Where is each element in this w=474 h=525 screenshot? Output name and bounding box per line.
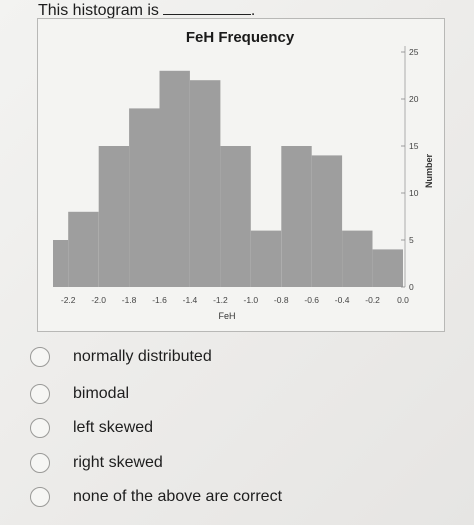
x-tick-label: -2.2 xyxy=(61,295,76,305)
radio-button[interactable] xyxy=(30,487,50,507)
question-suffix: . xyxy=(250,2,256,19)
x-tick-label: 0.0 xyxy=(397,295,409,305)
x-tick-label: -0.4 xyxy=(335,295,350,305)
chart-title: FeH Frequency xyxy=(186,29,295,46)
histogram-bar xyxy=(220,146,251,287)
histogram-bar xyxy=(281,146,312,287)
y-tick-label: 5 xyxy=(409,235,414,245)
histogram-chart: FeH Frequency -2.2 -2.0 -1.8 -1.6 -1.4 -1.2 -1… xyxy=(37,18,445,332)
option-none-correct[interactable]: none of the above are correct xyxy=(30,483,282,511)
radio-button[interactable] xyxy=(30,384,50,404)
histogram-bar xyxy=(129,108,160,288)
y-tick-label: 15 xyxy=(409,141,419,151)
x-tick-label: -1.2 xyxy=(213,295,228,305)
radio-button[interactable] xyxy=(30,453,50,473)
y-tick-label: 10 xyxy=(409,188,419,198)
y-tick-label: 0 xyxy=(409,282,414,292)
radio-button[interactable] xyxy=(30,418,50,438)
option-left-skewed[interactable]: left skewed xyxy=(30,414,153,442)
y-axis-label: Number xyxy=(424,154,434,189)
answer-blank xyxy=(162,0,251,15)
option-label: normally distributed xyxy=(73,348,212,365)
option-label: right skewed xyxy=(73,454,163,471)
x-tick-label: -2.0 xyxy=(91,295,106,305)
option-label: left skewed xyxy=(73,419,154,436)
x-tick-label: -1.4 xyxy=(183,295,198,305)
histogram-bar xyxy=(53,240,69,287)
radio-button[interactable] xyxy=(30,347,50,367)
y-tick-label: 25 xyxy=(409,47,419,57)
histogram-bar xyxy=(311,155,343,287)
option-right-skewed[interactable]: right skewed xyxy=(30,449,163,477)
histogram-bar xyxy=(372,249,403,287)
option-normally-distributed[interactable]: normally distributed xyxy=(30,343,212,371)
x-tick-label: -1.0 xyxy=(243,295,258,305)
option-label: bimodal xyxy=(73,385,130,402)
x-tick-label: -1.6 xyxy=(152,295,167,305)
option-label: none of the above are correct xyxy=(73,488,283,505)
question-text: This histogram is. xyxy=(38,0,255,21)
histogram-bar xyxy=(342,230,373,287)
histogram-bar xyxy=(159,70,190,287)
histogram-bar xyxy=(68,211,99,287)
option-bimodal[interactable]: bimodal xyxy=(30,380,129,408)
x-tick-label: -0.8 xyxy=(274,295,289,305)
x-axis-label: FeH xyxy=(218,311,235,321)
histogram-svg: FeH Frequency -2.2 -2.0 -1.8 -1.6 -1.4 -1.2 -1… xyxy=(53,29,434,321)
x-tick-label: -0.6 xyxy=(304,295,319,305)
histogram-bar xyxy=(250,230,282,287)
histogram-bar xyxy=(190,80,221,287)
x-tick-label: -0.2 xyxy=(365,295,380,305)
histogram-bar xyxy=(98,146,130,287)
question-prefix: This histogram is xyxy=(38,2,159,19)
y-tick-label: 20 xyxy=(409,94,419,104)
x-tick-label: -1.8 xyxy=(122,295,137,305)
